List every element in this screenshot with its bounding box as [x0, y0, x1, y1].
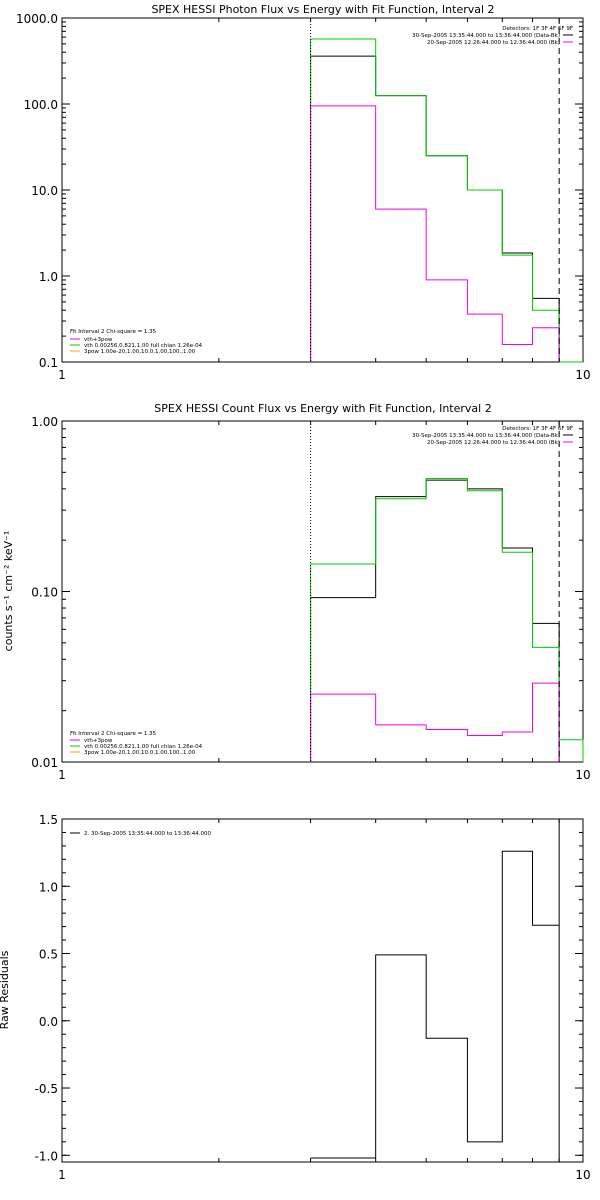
- count-flux-title: SPEX HESSI Count Flux vs Energy with Fit…: [154, 402, 491, 415]
- residuals-plot-frame: [61, 818, 584, 1163]
- count-flux-detectors: Detectors: 1F 3F 4F 6F 9F: [502, 426, 573, 432]
- count-flux-y-tick-label: 0.01: [31, 756, 58, 770]
- count-flux-x-tick-label: 10: [575, 768, 590, 782]
- residuals-y-tick-label: 0.5: [39, 948, 58, 962]
- count-flux-info-line-1: 30-Sep-2005 13:35:44.000 to 13:36:44.000…: [412, 433, 560, 439]
- residuals-y-tick-label: -1.0: [35, 1149, 58, 1163]
- photon-flux-series-2: [310, 105, 560, 362]
- count-flux-panel: SPEX HESSI Count Flux vs Energy with Fit…: [2, 402, 591, 782]
- residuals-x-tick-label: 1: [58, 1168, 66, 1182]
- photon-flux-x-tick-label: 10: [575, 368, 590, 382]
- photon-flux-detectors: Detectors: 1F 3F 4F 6F 9F: [502, 26, 573, 32]
- residuals-panel: Raw Residuals 2. 30-Sep-2005 13:35:44.00…: [0, 813, 591, 1182]
- photon-flux-y-tick-label: 10.0: [31, 184, 58, 198]
- count-flux-y-tick-label: 1.00: [31, 415, 58, 429]
- photon-flux-y-tick-label: 1.0: [39, 270, 58, 284]
- residuals-legend-label: 2. 30-Sep-2005 13:35:44.000 to 13:36:44.…: [84, 831, 211, 837]
- photon-flux-series-1: [310, 38, 583, 363]
- residuals-y-tick-label: 0.0: [39, 1015, 58, 1029]
- photon-flux-title: SPEX HESSI Photon Flux vs Energy with Fi…: [151, 3, 494, 16]
- photon-flux-x-tick-label: 1: [58, 368, 66, 382]
- count-flux-legend-label-1: vth+3pow: [84, 738, 113, 744]
- photon-flux-info-line-2: 20-Sep-2005 12:26:44.000 to 12:36:44.000…: [427, 40, 560, 46]
- photon-flux-legend-label-2: vth 0.00256,0.821,1.00 full chian 1.26e-…: [84, 343, 203, 349]
- photon-flux-info-line-1: 30-Sep-2005 13:35:44.000 to 13:36:44.000…: [412, 33, 560, 39]
- residuals-y-tick-label: 1.5: [39, 813, 58, 827]
- photon-flux-legend-label-1: vth+3pow: [84, 337, 113, 343]
- count-flux-series-1: [310, 478, 584, 762]
- residuals-ylabel: Raw Residuals: [0, 950, 11, 1029]
- photon-flux-y-tick-label: 0.1: [39, 356, 58, 370]
- count-flux-plot-frame: [61, 420, 584, 763]
- count-flux-legend-label-3: 3pow 1.00e-20,1.00,10.0,1.00,100.,1.00: [84, 750, 196, 756]
- photon-flux-plot-frame: [61, 17, 584, 363]
- residuals-series-0: [310, 850, 560, 1159]
- photon-flux-series-0: [310, 55, 560, 362]
- photon-flux-fit-summary: Fit Interval 2 Chi-square = 1.35: [70, 329, 157, 335]
- count-flux-fit-summary: Fit Interval 2 Chi-square = 1.35: [70, 731, 157, 737]
- count-flux-x-tick-label: 1: [58, 768, 66, 782]
- photon-flux-y-tick-label: 1000.0: [16, 12, 58, 26]
- count-flux-legend-label-2: vth 0.00256,0.821,1.00 full chian 1.26e-…: [84, 744, 203, 750]
- count-flux-y-tick-label: 0.10: [31, 586, 58, 600]
- residuals-y-tick-label: 1.0: [39, 880, 58, 894]
- photon-flux-legend-label-3: 3pow 1.00e-20,1.00,10.0,1.00,100.,1.00: [84, 349, 196, 355]
- photon-flux-y-tick-label: 100.0: [24, 98, 58, 112]
- count-flux-series-0: [310, 479, 560, 762]
- photon-flux-panel: SPEX HESSI Photon Flux vs Energy with Fi…: [16, 3, 591, 382]
- count-flux-ylabel: counts s⁻¹ cm⁻² keV⁻¹: [2, 531, 15, 652]
- count-flux-info-line-2: 20-Sep-2005 12:26:44.000 to 12:36:44.000…: [427, 440, 560, 446]
- residuals-y-tick-label: -0.5: [35, 1082, 58, 1096]
- count-flux-series-2: [310, 682, 560, 762]
- residuals-x-tick-label: 10: [575, 1168, 590, 1182]
